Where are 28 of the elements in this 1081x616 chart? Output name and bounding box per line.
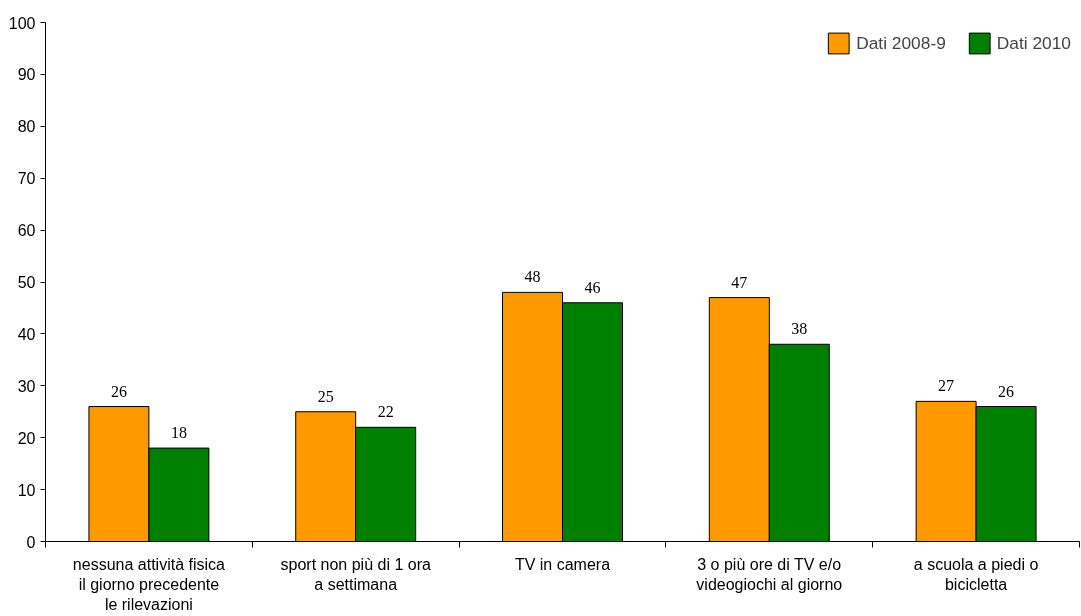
y-tick-label: 60 — [17, 222, 36, 240]
data-label: 27 — [938, 377, 955, 395]
y-tick-label: 70 — [17, 170, 36, 188]
data-label: 48 — [524, 268, 541, 286]
y-tick-label: 30 — [17, 377, 36, 395]
y-tick-label: 10 — [17, 481, 36, 499]
data-label: 25 — [317, 387, 334, 405]
y-tick-label: 20 — [17, 429, 36, 447]
x-tick-label: sport non più di 1 ora a settimana — [280, 555, 431, 593]
legend-label: Dati 2010 — [996, 32, 1071, 54]
y-tick-label: 0 — [26, 533, 36, 551]
y-tick-label: 40 — [17, 325, 36, 343]
y-tick-label: 90 — [17, 66, 36, 84]
y-tick-label: 50 — [17, 274, 36, 291]
x-tick-label: a scuola a piedi o bicicletta — [913, 555, 1039, 593]
y-tick-label: 100 — [8, 14, 36, 32]
x-tick-label: TV in camera — [514, 555, 611, 573]
data-label: 26 — [110, 382, 127, 400]
data-label: 22 — [377, 403, 394, 421]
legend-label: Dati 2008-9 — [856, 32, 946, 54]
data-label: 38 — [791, 320, 808, 338]
x-tick-label: 3 o più ore di TV e/o videogiochi al giorno — [696, 555, 843, 593]
data-label: 26 — [998, 382, 1015, 400]
data-label: 18 — [170, 424, 187, 442]
y-tick-label: 80 — [17, 118, 36, 136]
x-tick-label: nessuna attività fisica il giorno precedente le rilevazioni — [72, 555, 226, 614]
data-label: 46 — [584, 278, 601, 296]
data-label: 47 — [731, 273, 748, 291]
